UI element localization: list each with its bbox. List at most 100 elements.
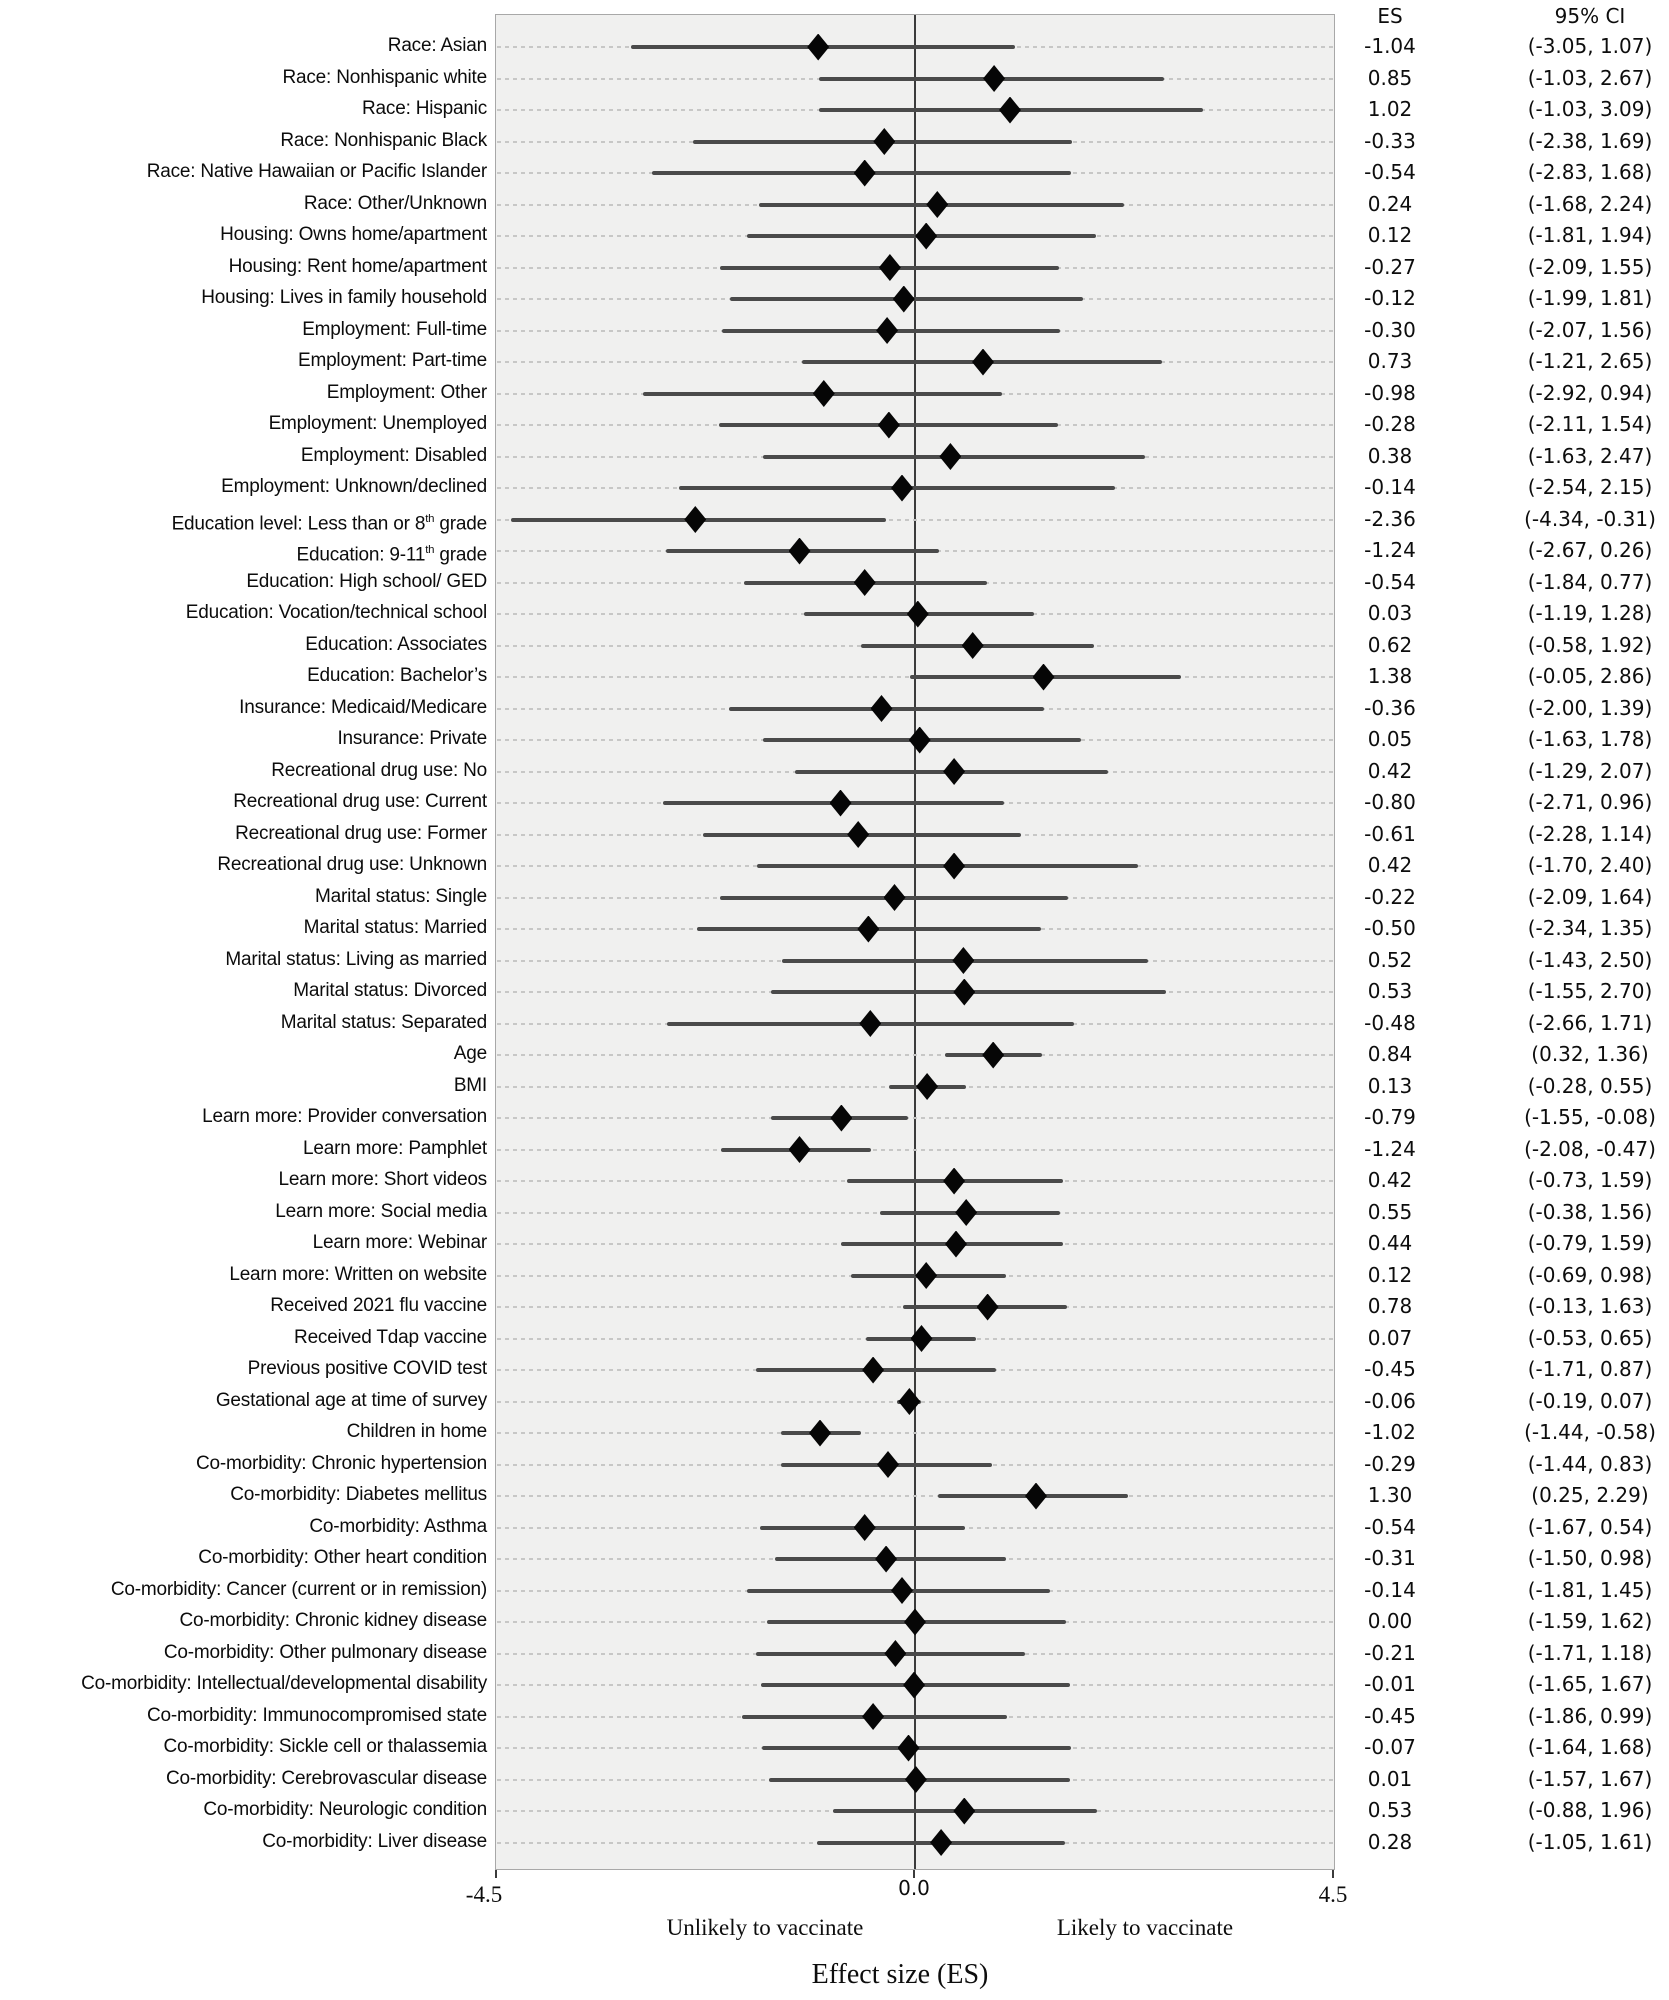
effect-diamond-icon — [972, 348, 994, 376]
row-label: Employment: Unknown/declined — [221, 476, 487, 497]
ci-value: (-1.67, 0.54) — [1527, 1514, 1653, 1539]
es-value: -0.01 — [1364, 1672, 1416, 1696]
row-label: Race: Nonhispanic white — [282, 66, 487, 88]
ci-value: (-1.99, 1.81) — [1527, 286, 1653, 310]
ci-value: (-0.88, 1.96) — [1527, 1798, 1653, 1822]
es-value: -0.27 — [1364, 254, 1416, 279]
es-value: 0.38 — [1367, 443, 1413, 468]
x-tick-label-right: 4.5 — [1318, 1882, 1348, 1907]
es-value: 1.02 — [1367, 97, 1413, 121]
effect-diamond-icon — [915, 222, 938, 250]
es-value: -0.45 — [1364, 1357, 1416, 1381]
ci-value: (-1.86, 0.99) — [1527, 1703, 1653, 1728]
ci-value: (-2.11, 1.54) — [1527, 412, 1653, 436]
row-gridline — [497, 1148, 1333, 1151]
effect-diamond-icon — [915, 1262, 938, 1289]
es-value: -0.98 — [1364, 380, 1416, 405]
ci-value: (-1.57, 1.67) — [1527, 1766, 1653, 1791]
es-value: 0.78 — [1367, 1294, 1413, 1318]
effect-diamond-icon — [829, 789, 852, 817]
effect-diamond-icon — [830, 1104, 853, 1132]
row-label: Marital status: Married — [303, 917, 488, 938]
effect-diamond-icon — [853, 159, 876, 187]
es-value: -0.21 — [1364, 1640, 1416, 1665]
ci-value: (-0.73, 1.59) — [1527, 1168, 1653, 1192]
ci-value: (-1.64, 1.68) — [1527, 1735, 1653, 1759]
row-label: Recreational drug use: No — [271, 759, 487, 781]
x-tick-left — [495, 1870, 497, 1878]
row-label: Previous positive COVID test — [247, 1358, 488, 1379]
row-label: Recreational drug use: Unknown — [217, 854, 487, 875]
es-value: -0.54 — [1364, 569, 1416, 594]
row-label: Learn more: Written on website — [229, 1263, 487, 1285]
ci-value: (-2.28, 1.14) — [1527, 821, 1653, 846]
effect-diamond-icon — [847, 821, 870, 848]
es-value: -0.28 — [1364, 412, 1416, 436]
row-label: Race: Nonhispanic Black — [280, 129, 487, 151]
es-value: -0.45 — [1364, 1703, 1416, 1728]
row-label: Gestational age at time of survey — [215, 1389, 487, 1411]
row-label: Education: High school/ GED — [246, 570, 487, 592]
row-label: Marital status: Divorced — [293, 980, 487, 1001]
effect-diamond-icon — [953, 978, 976, 1006]
row-label: Children in home — [346, 1421, 488, 1442]
ci-value: (-1.21, 2.65) — [1527, 349, 1653, 373]
row-label: Education: Associates — [305, 633, 487, 655]
x-tick-label-left: -4.5 — [465, 1882, 503, 1907]
effect-diamond-icon — [853, 569, 876, 596]
ci-value: (-2.71, 0.96) — [1527, 790, 1653, 814]
row-label: Employment: Unemployed — [268, 413, 488, 434]
effect-diamond-icon — [1032, 663, 1055, 691]
ci-value: (-2.34, 1.35) — [1527, 916, 1653, 940]
row-label: Marital status: Separated — [280, 1011, 487, 1033]
effect-diamond-icon — [862, 1356, 885, 1384]
effect-diamond-icon — [873, 128, 896, 155]
effect-diamond-icon — [870, 695, 893, 722]
ci-value: (-2.00, 1.39) — [1527, 695, 1653, 720]
row-label: Co-morbidity: Chronic kidney disease — [179, 1610, 488, 1631]
row-label: Education level: Less than or 8th grade — [171, 512, 488, 534]
effect-diamond-icon — [903, 1671, 926, 1699]
es-value: -0.31 — [1364, 1546, 1416, 1570]
ci-value: (-1.63, 1.78) — [1527, 727, 1653, 751]
es-value: -0.07 — [1364, 1735, 1416, 1759]
row-label: Co-morbidity: Other pulmonary disease — [163, 1641, 487, 1663]
ci-value: (-0.58, 1.92) — [1527, 632, 1653, 657]
es-value: -0.30 — [1364, 317, 1416, 342]
row-label: Employment: Part-time — [297, 350, 487, 371]
es-value: -0.06 — [1364, 1388, 1416, 1413]
ci-value: (-1.71, 1.18) — [1527, 1640, 1653, 1665]
es-value: -2.36 — [1364, 506, 1416, 531]
row-label: Age — [453, 1043, 487, 1064]
effect-diamond-icon — [883, 884, 906, 911]
es-value: 0.84 — [1367, 1042, 1413, 1066]
ci-value: (-1.03, 3.09) — [1527, 97, 1653, 121]
es-value: -0.33 — [1364, 128, 1416, 153]
effect-diamond-icon — [930, 1829, 953, 1856]
es-value: -0.54 — [1364, 1514, 1416, 1539]
ci-value: (-2.67, 0.26) — [1527, 538, 1653, 562]
es-value: -0.48 — [1364, 1010, 1416, 1035]
effect-diamond-icon — [875, 1545, 898, 1573]
ci-value: (-2.09, 1.64) — [1527, 884, 1653, 909]
row-label: Race: Native Hawaiian or Pacific Islande… — [146, 161, 487, 182]
row-gridline — [497, 1432, 1333, 1434]
effect-diamond-icon — [876, 317, 899, 344]
es-value: -1.24 — [1364, 538, 1416, 562]
x-tick-right — [1332, 1870, 1334, 1878]
effect-diamond-icon — [945, 1230, 967, 1258]
es-value: -0.80 — [1364, 790, 1416, 814]
row-label: Marital status: Living as married — [225, 948, 487, 970]
x-axis-title: Effect size (ES) — [811, 1959, 989, 1990]
ci-value: (-1.03, 2.67) — [1527, 65, 1653, 90]
ci-value: (-1.55, 2.70) — [1527, 979, 1653, 1003]
es-value: 1.30 — [1367, 1483, 1413, 1507]
ci-value: (-4.34, -0.31) — [1524, 506, 1656, 531]
effect-diamond-icon — [961, 632, 984, 659]
row-label: Education: Bachelor’s — [307, 665, 487, 686]
effect-diamond-icon — [891, 474, 913, 502]
effect-diamond-icon — [910, 1325, 933, 1352]
ci-value: (-1.71, 0.87) — [1527, 1357, 1653, 1381]
es-value: 0.03 — [1367, 601, 1413, 625]
